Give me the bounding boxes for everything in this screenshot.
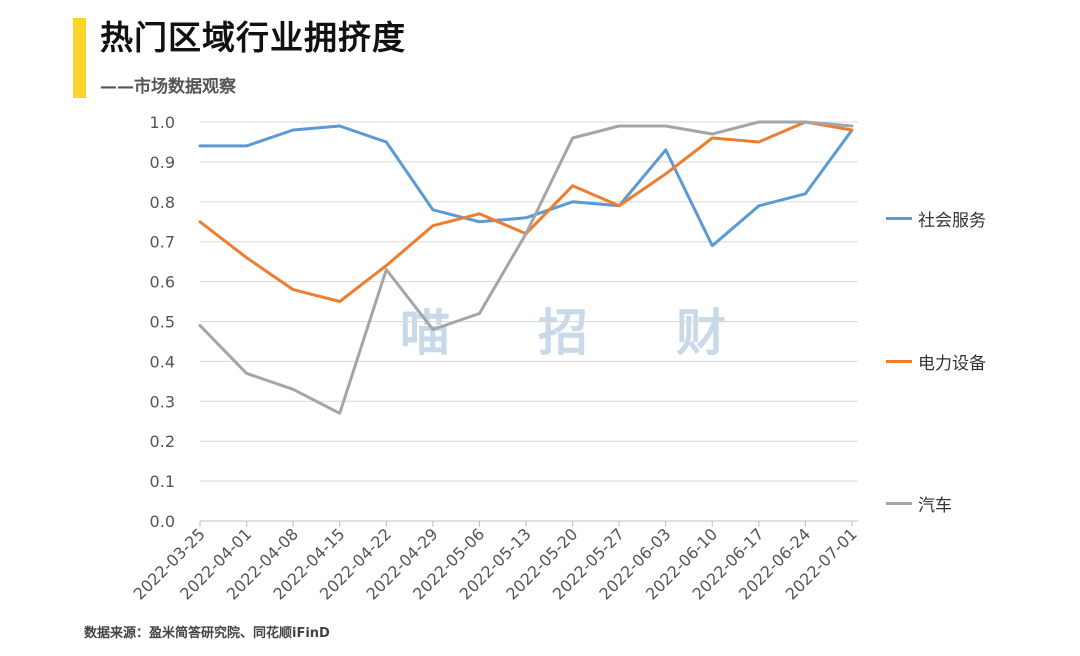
legend-label: 社会服务 — [918, 210, 986, 231]
y-tick-label: 0.7 — [150, 233, 175, 252]
y-tick-label: 0.9 — [150, 153, 175, 172]
accent-bar — [73, 18, 86, 98]
y-tick-label: 0.0 — [150, 512, 175, 531]
y-tick-label: 0.8 — [150, 193, 175, 212]
y-tick-label: 0.4 — [150, 352, 175, 371]
series-line-3 — [198, 120, 854, 415]
series-line-1 — [198, 124, 854, 248]
legend-label: 电力设备 — [918, 353, 986, 374]
y-tick-label: 0.1 — [150, 472, 175, 491]
legend-swatch — [886, 359, 912, 363]
legend-label: 汽车 — [918, 495, 952, 516]
page-subtitle: ——市场数据观察 — [100, 77, 236, 97]
page-title: 热门区域行业拥挤度 — [100, 18, 406, 57]
watermark-char: 喵 — [400, 304, 450, 362]
y-tick-label: 1.0 — [150, 113, 175, 132]
y-tick-label: 0.6 — [150, 273, 175, 292]
y-tick-label: 0.5 — [150, 313, 175, 332]
watermark-char: 财 — [676, 304, 726, 362]
y-tick-label: 0.3 — [150, 392, 175, 411]
legend-item: 汽车 — [886, 491, 952, 516]
data-source: 数据来源：盈米简答研究院、同花顺iFinD — [84, 626, 330, 641]
legend-item: 社会服务 — [886, 206, 986, 231]
legend-swatch — [886, 501, 912, 505]
legend-swatch — [886, 216, 912, 220]
watermark-char: 招 — [538, 304, 588, 362]
y-tick-label: 0.2 — [150, 432, 175, 451]
legend-item: 电力设备 — [886, 349, 986, 374]
